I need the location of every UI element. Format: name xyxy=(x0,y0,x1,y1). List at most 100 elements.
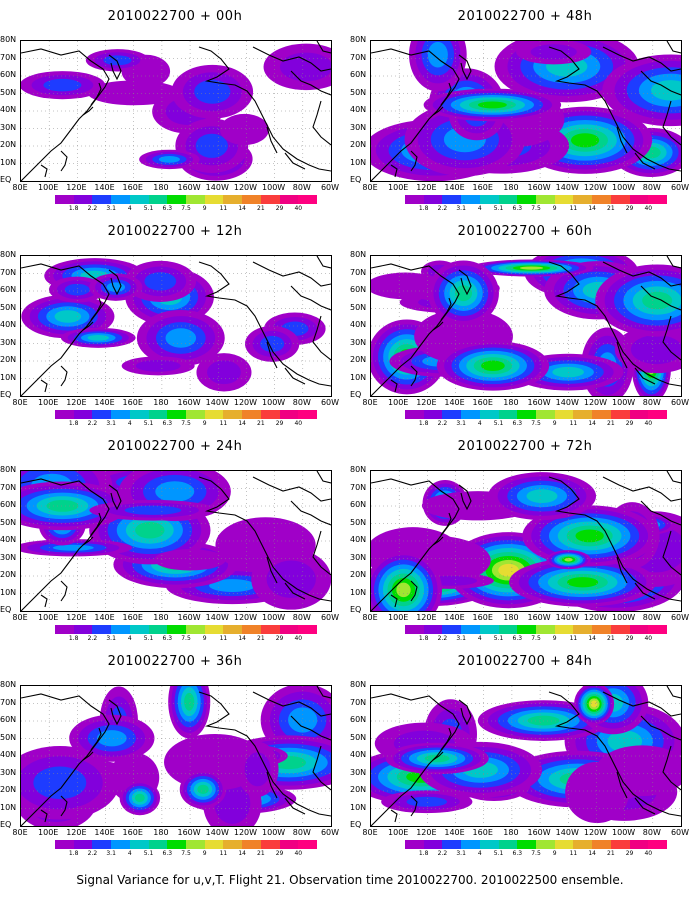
colorbar-tick-label: 4 xyxy=(477,850,482,857)
longitude-label: 120W xyxy=(583,613,608,622)
longitude-label: 140W xyxy=(555,828,579,837)
colorbar-tick-label: 21 xyxy=(607,635,615,642)
variance-contour xyxy=(87,80,181,106)
colorbar-swatch xyxy=(498,625,518,634)
colorbar-tick-label: 4 xyxy=(477,420,482,427)
colorbar-tick-label: 9 xyxy=(552,205,557,212)
colorbar-tick-label: 5.1 xyxy=(493,850,504,857)
colorbar-tick-label: 6.3 xyxy=(162,850,173,857)
latitude-label: 50N xyxy=(0,518,17,527)
variance-contour xyxy=(52,544,94,551)
colorbar-swatch xyxy=(592,195,611,204)
latitude-label: 60N xyxy=(350,71,367,79)
longitude-label: 60W xyxy=(320,398,340,407)
colorbar-swatch xyxy=(479,625,499,634)
longitude-label: 120E xyxy=(416,183,437,192)
colorbar-swatch xyxy=(517,410,537,419)
colorbar-tick-label: 11 xyxy=(219,850,228,857)
variance-contour xyxy=(135,521,165,539)
colorbar-swatch xyxy=(167,625,187,634)
variance-map xyxy=(20,40,332,182)
colorbar-swatch xyxy=(223,625,243,634)
colorbar-swatch xyxy=(223,195,243,204)
colorbar-swatch xyxy=(186,195,205,204)
latitude-label: 70N xyxy=(350,53,367,62)
colorbar-tick-label: 1.8 xyxy=(418,850,429,857)
colorbar-swatch xyxy=(479,410,499,419)
colorbar-tick-label: 9 xyxy=(202,420,207,427)
colorbar-swatch xyxy=(405,840,424,849)
coastline xyxy=(616,771,656,815)
map-panel: 2010022700 + 48h 80N 70N 60N 50N 40N 30N 20N 10N… xyxy=(350,0,700,225)
variance-contour xyxy=(165,328,197,348)
colorbar-tick-label: 40 xyxy=(294,850,303,857)
variance-contour xyxy=(424,754,450,763)
latitude-label: 80N xyxy=(350,466,367,474)
coastline xyxy=(602,476,681,526)
coastline xyxy=(266,771,306,815)
colorbar-labels: 1.8 2.2 3.1 4 5.1 6.3 7.5 9 11 14 21 29 40 xyxy=(55,420,317,428)
colorbar-tick-label: 6.3 xyxy=(162,420,173,427)
colorbar-tick-label: 9 xyxy=(552,420,557,427)
colorbar-swatch xyxy=(55,410,74,419)
colorbar-tick-label: 29 xyxy=(275,205,284,212)
variance-contour xyxy=(454,285,473,302)
colorbar-swatch xyxy=(223,410,243,419)
coastline xyxy=(252,46,331,96)
longitude-axis: 80E 100E 120E 140E 160E 180 160W 140W 120W 100W 80… xyxy=(10,613,340,623)
longitude-label: 140E xyxy=(94,183,115,192)
longitude-label: 100E xyxy=(388,828,409,837)
colorbar-swatch xyxy=(648,840,668,849)
colorbar-tick-label: 40 xyxy=(294,420,303,427)
longitude-axis: 80E 100E 120E 140E 160E 180 160W 140W 120W 100W 80… xyxy=(360,613,690,623)
colorbar-tick-label: 5.1 xyxy=(143,420,154,427)
colorbar-tick-label: 11 xyxy=(219,635,228,642)
coastline xyxy=(312,745,331,791)
colorbar-labels: 1.8 2.2 3.1 4 5.1 6.3 7.5 9 11 14 21 29 40 xyxy=(405,850,667,858)
colorbar-tick-label: 40 xyxy=(644,205,653,212)
latitude-label: 50N xyxy=(0,733,17,742)
coastline xyxy=(40,365,68,393)
longitude-label: 100W xyxy=(612,613,636,622)
colorbar-tick-label: 14 xyxy=(588,850,596,857)
colorbar-swatch xyxy=(554,195,574,204)
colorbar-swatch xyxy=(629,625,649,634)
coastline xyxy=(316,41,331,54)
longitude-label: 80E xyxy=(362,828,378,837)
colorbar-swatch xyxy=(92,840,112,849)
colorbar-tick-label: 3.1 xyxy=(456,205,466,212)
colorbar-labels: 1.8 2.2 3.1 4 5.1 6.3 7.5 9 11 14 21 29 40 xyxy=(55,205,317,213)
variance-contour xyxy=(219,113,269,146)
variance-contour xyxy=(124,505,182,515)
colorbar-swatch xyxy=(405,625,424,634)
latitude-label: 50N xyxy=(0,303,17,312)
coastline xyxy=(666,471,681,484)
longitude-label: 60W xyxy=(670,613,690,622)
longitude-label: 80W xyxy=(292,828,311,837)
map-panel: 2010022700 + 36h 80N 70N 60N 50N 40N 30N 20N 10N… xyxy=(0,645,350,870)
colorbar-swatch xyxy=(148,840,168,849)
colorbar-tick-label: 9 xyxy=(552,850,557,857)
longitude-label: 140E xyxy=(444,183,465,192)
colorbar-swatch xyxy=(260,625,280,634)
colorbar-swatch xyxy=(111,625,130,634)
colorbar-tick-label: 11 xyxy=(219,420,228,427)
colorbar-tick-label: 3.1 xyxy=(106,205,116,212)
variance-contour xyxy=(519,266,544,270)
longitude-label: 140W xyxy=(205,398,229,407)
latitude-label: EQ xyxy=(350,606,362,614)
variance-contour xyxy=(288,707,318,733)
variance-contour xyxy=(197,784,209,794)
longitude-label: 140E xyxy=(94,398,115,407)
longitude-label: 100W xyxy=(262,183,286,192)
colorbar-swatch xyxy=(73,625,93,634)
longitude-label: 140W xyxy=(205,828,229,837)
longitude-label: 60W xyxy=(670,398,690,407)
latitude-label: 60N xyxy=(350,716,367,724)
panel-title: 2010022700 + 60h xyxy=(457,224,593,239)
coastline xyxy=(548,476,681,602)
variance-contour xyxy=(96,730,127,747)
latitude-label: EQ xyxy=(350,391,362,399)
colorbar-swatch xyxy=(405,195,424,204)
colorbar-tick-label: 2.2 xyxy=(87,205,98,212)
